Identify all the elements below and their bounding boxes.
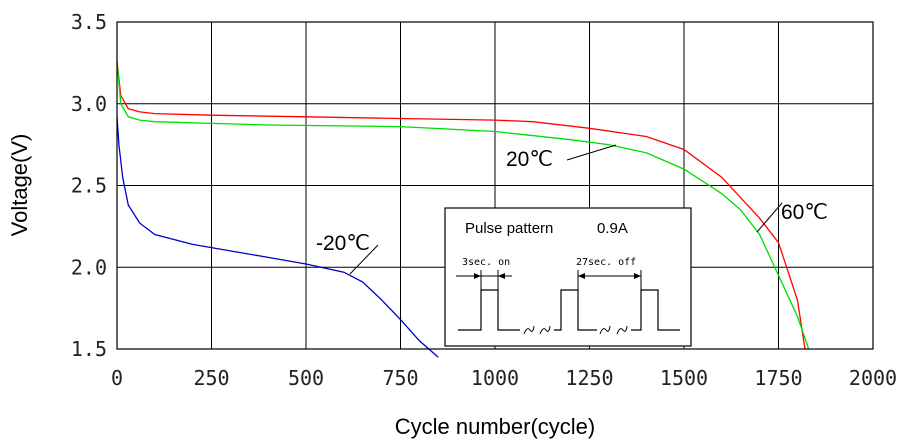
break-mark-4	[616, 325, 628, 335]
y-tick-label-2.0: 2.0	[71, 255, 107, 279]
y-tick-label-2.5: 2.5	[71, 174, 107, 198]
x-tick-label-1250: 1250	[565, 366, 613, 390]
on-dim-arrow-left	[474, 273, 481, 279]
pulse-waveform-2	[554, 289, 597, 331]
y-tick-label-1.5: 1.5	[71, 337, 107, 361]
leader-line-60c	[756, 202, 783, 233]
y-axis-title: Voltage(V)	[7, 134, 32, 237]
series-line-2	[116, 116, 439, 358]
break-mark-2	[539, 325, 551, 335]
inset-box	[444, 207, 692, 347]
off-dim-arrow-right	[634, 273, 641, 279]
x-tick-label-1000: 1000	[471, 366, 519, 390]
y-tick-label-3.5: 3.5	[71, 10, 107, 34]
x-tick-labels: 0 250 500 750 1000 1250 1500 1750 2000	[111, 366, 897, 390]
pulse-waveform-3	[631, 289, 680, 331]
x-tick-label-2000: 2000	[849, 366, 897, 390]
y-tick-labels: 1.5 2.0 2.5 3.0 3.5	[71, 10, 107, 361]
pulse-pattern-inset: Pulse pattern 0.9A 3sec. on 27sec. off	[444, 207, 692, 347]
series-line-1	[116, 61, 810, 350]
break-mark-1	[523, 325, 535, 335]
break-mark-3	[599, 325, 611, 335]
inset-on-label: 3sec. on	[462, 257, 510, 268]
series-label-minus20c: -20℃	[316, 232, 370, 255]
inset-title: Pulse pattern	[465, 220, 553, 237]
grid-lines	[117, 22, 873, 349]
plot-frame	[116, 21, 874, 350]
off-dim-arrow-left	[578, 273, 585, 279]
inset-current: 0.9A	[597, 220, 628, 237]
x-tick-label-1750: 1750	[754, 366, 802, 390]
series-label-60c: 60℃	[781, 201, 828, 224]
inset-off-label: 27sec. off	[576, 257, 636, 268]
axes	[116, 21, 874, 350]
leader-line-minus20c	[349, 244, 379, 275]
series-line-0	[116, 61, 806, 350]
on-dim-arrow-right	[498, 273, 505, 279]
x-tick-label-1500: 1500	[660, 366, 708, 390]
y-tick-label-3.0: 3.0	[71, 92, 107, 116]
pulse-waveform-1	[458, 289, 520, 331]
x-tick-label-500: 500	[288, 366, 324, 390]
series-label-20c: 20℃	[506, 148, 553, 171]
x-axis-title: Cycle number(cycle)	[395, 414, 596, 439]
x-tick-label-250: 250	[193, 366, 229, 390]
leader-line-20c	[566, 144, 617, 161]
x-tick-label-0: 0	[111, 366, 123, 390]
x-tick-label-750: 750	[382, 366, 418, 390]
series-layer	[116, 61, 810, 358]
